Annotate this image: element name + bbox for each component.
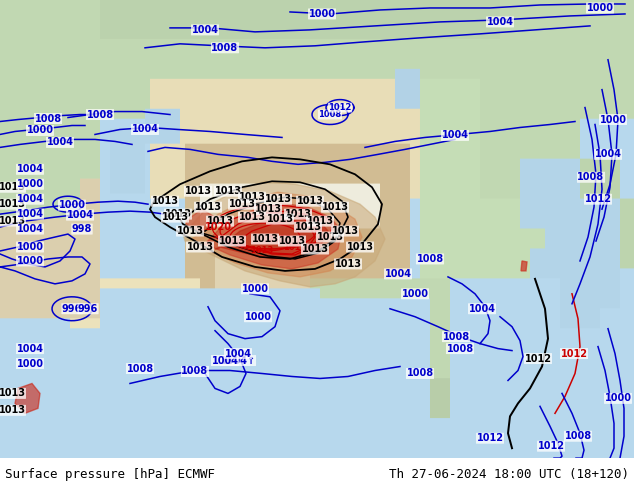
Text: 1012: 1012 <box>585 194 612 204</box>
Text: 998: 998 <box>72 224 92 234</box>
Text: 1013: 1013 <box>0 216 25 226</box>
Text: 1013: 1013 <box>195 202 221 212</box>
Text: 996: 996 <box>62 304 82 314</box>
Text: 1013: 1013 <box>283 243 307 251</box>
Text: 1013: 1013 <box>285 209 311 219</box>
Text: 1004: 1004 <box>212 356 238 366</box>
Text: 1008: 1008 <box>446 343 474 354</box>
Text: 1013: 1013 <box>297 196 323 206</box>
Text: 1013: 1013 <box>238 192 266 202</box>
Text: 1013: 1013 <box>0 182 25 192</box>
Text: 1000: 1000 <box>16 179 44 189</box>
Text: 1004: 1004 <box>16 209 44 219</box>
Text: 1012: 1012 <box>524 354 552 364</box>
Text: 1013: 1013 <box>254 204 281 214</box>
Text: 1000: 1000 <box>600 115 626 124</box>
Text: 1020: 1020 <box>205 222 231 232</box>
Text: 1008: 1008 <box>406 368 434 378</box>
Text: 1013: 1013 <box>302 244 328 254</box>
Text: 1013: 1013 <box>207 216 233 226</box>
Text: 1013: 1013 <box>152 196 179 206</box>
Text: 1004: 1004 <box>469 304 496 314</box>
Polygon shape <box>15 384 40 414</box>
Text: 1004: 1004 <box>16 194 44 204</box>
Text: 1013: 1013 <box>184 186 212 196</box>
Text: 1013: 1013 <box>335 259 361 269</box>
Text: 1008: 1008 <box>318 110 342 119</box>
Text: 1013: 1013 <box>252 234 278 244</box>
Text: 1000: 1000 <box>16 242 44 252</box>
Text: 1013: 1013 <box>176 226 204 236</box>
Text: 1008: 1008 <box>443 332 470 342</box>
Text: 1013: 1013 <box>264 194 292 204</box>
Polygon shape <box>215 214 328 259</box>
Text: 1000: 1000 <box>245 312 271 322</box>
Text: 1008: 1008 <box>86 110 113 120</box>
Text: 1013: 1013 <box>238 212 266 222</box>
Text: 1004↑: 1004↑ <box>221 356 256 366</box>
Text: 1000: 1000 <box>58 200 86 210</box>
Text: 1013: 1013 <box>321 202 349 212</box>
Text: 1013: 1013 <box>0 199 25 209</box>
Text: 1004: 1004 <box>441 130 469 141</box>
Text: 1004: 1004 <box>191 25 219 35</box>
Text: 1004: 1004 <box>67 210 93 220</box>
Polygon shape <box>521 261 527 271</box>
Text: 1013: 1013 <box>268 235 292 244</box>
Polygon shape <box>183 181 385 287</box>
Text: 1013: 1013 <box>164 209 191 219</box>
Text: 1013: 1013 <box>214 186 242 196</box>
Text: 1012: 1012 <box>328 103 352 112</box>
Text: 1013: 1013 <box>186 242 214 252</box>
Text: 1012: 1012 <box>560 348 588 359</box>
Text: 1008: 1008 <box>417 254 444 264</box>
Text: 1008: 1008 <box>34 114 61 123</box>
Text: 1004: 1004 <box>16 224 44 234</box>
Text: 1000: 1000 <box>16 359 44 368</box>
Text: Surface pressure [hPa] ECMWF: Surface pressure [hPa] ECMWF <box>5 467 215 481</box>
Text: 1013: 1013 <box>228 199 256 209</box>
Text: 1000: 1000 <box>401 289 429 299</box>
Text: 1000: 1000 <box>27 125 53 135</box>
Text: 1000: 1000 <box>16 256 44 266</box>
Polygon shape <box>203 203 342 269</box>
Text: Th 27-06-2024 18:00 UTC (18+120): Th 27-06-2024 18:00 UTC (18+120) <box>389 467 629 481</box>
Text: 1008: 1008 <box>126 364 153 373</box>
Text: 1013: 1013 <box>0 405 25 416</box>
Text: 1008: 1008 <box>181 367 209 376</box>
Text: 1008: 1008 <box>578 172 605 182</box>
Text: 1008: 1008 <box>211 43 238 53</box>
Text: 1004: 1004 <box>384 269 411 279</box>
Text: 1013: 1013 <box>295 222 321 232</box>
Text: 1004: 1004 <box>224 348 252 359</box>
Text: 1004: 1004 <box>595 149 621 159</box>
Text: 1008: 1008 <box>564 431 592 441</box>
Text: 1004: 1004 <box>46 137 74 147</box>
Text: 1012: 1012 <box>538 441 564 451</box>
Text: 1000: 1000 <box>242 284 269 294</box>
Text: 996: 996 <box>78 304 98 314</box>
Text: 1013: 1013 <box>219 236 245 246</box>
Polygon shape <box>186 209 215 231</box>
Text: 1013: 1013 <box>347 242 373 252</box>
Text: 1013: 1013 <box>278 236 306 246</box>
Text: 1004: 1004 <box>486 17 514 27</box>
Text: 1004: 1004 <box>16 343 44 354</box>
Text: 1013: 1013 <box>250 246 274 255</box>
Text: 1004: 1004 <box>16 164 44 174</box>
Text: 1013: 1013 <box>0 389 25 398</box>
Text: 1013: 1013 <box>306 216 333 226</box>
Text: 1000: 1000 <box>586 3 614 13</box>
Text: 1012: 1012 <box>477 433 503 443</box>
Text: 1013: 1013 <box>162 212 188 222</box>
Text: 1000: 1000 <box>604 393 631 403</box>
Text: 1013: 1013 <box>316 232 344 242</box>
Text: 1000: 1000 <box>309 9 335 19</box>
Text: 1013: 1013 <box>266 214 294 224</box>
Text: 1004: 1004 <box>131 124 158 134</box>
Text: 1013: 1013 <box>332 226 358 236</box>
Polygon shape <box>192 192 362 277</box>
